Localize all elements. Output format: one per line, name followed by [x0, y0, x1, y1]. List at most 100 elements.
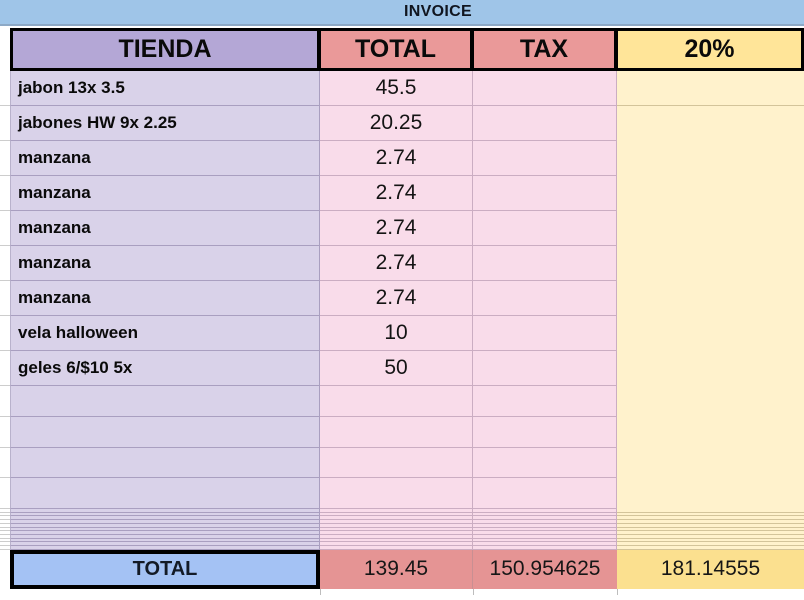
collapsed-row[interactable] — [0, 527, 804, 532]
row-margin — [0, 542, 10, 547]
tax-cell[interactable] — [473, 141, 617, 176]
tax-cell — [473, 542, 617, 547]
tax-cell[interactable] — [473, 478, 617, 509]
footer-tax-value-cell[interactable]: 150.954625 — [473, 549, 617, 589]
total-value: 2.74 — [375, 146, 417, 169]
store-item-label: manzana — [18, 218, 91, 237]
pct-cell — [617, 516, 804, 521]
header-cell-tienda[interactable]: TIENDA — [10, 28, 320, 71]
footer-total-label-cell[interactable]: TOTAL — [10, 549, 320, 589]
sheet-title: INVOICE — [404, 3, 472, 20]
pct-cell[interactable] — [617, 281, 804, 316]
total-cell[interactable] — [320, 478, 473, 509]
footer-20pct-value-cell[interactable]: 181.14555 — [617, 549, 804, 589]
tax-cell[interactable] — [473, 176, 617, 211]
store-cell[interactable]: jabon 13x 3.5 — [10, 71, 320, 106]
pct-cell[interactable] — [617, 141, 804, 176]
tax-cell[interactable] — [473, 246, 617, 281]
tax-cell[interactable] — [473, 281, 617, 316]
pct-cell[interactable] — [617, 316, 804, 351]
row-margin — [0, 386, 10, 417]
pct-cell — [617, 523, 804, 528]
pct-cell[interactable] — [617, 71, 804, 106]
collapsed-row[interactable] — [0, 542, 804, 547]
row-margin — [0, 478, 10, 509]
pct-cell[interactable] — [617, 478, 804, 509]
total-cell[interactable] — [320, 416, 473, 448]
store-cell[interactable]: jabones HW 9x 2.25 — [10, 106, 320, 141]
sheet-title-bar[interactable]: INVOICE — [0, 0, 804, 26]
store-cell — [10, 542, 320, 547]
store-cell[interactable]: manzana — [10, 281, 320, 316]
total-cell[interactable]: 45.5 — [320, 71, 473, 106]
pct-cell[interactable] — [617, 386, 804, 417]
pct-cell[interactable] — [617, 246, 804, 281]
store-cell[interactable] — [10, 478, 320, 509]
row-margin — [0, 535, 10, 539]
table-row: jabon 13x 3.5 45.5 — [0, 71, 804, 106]
collapsed-row[interactable] — [0, 546, 804, 550]
collapsed-row[interactable] — [0, 538, 804, 543]
row-margin — [0, 351, 10, 386]
store-cell[interactable] — [10, 416, 320, 448]
store-cell[interactable] — [10, 447, 320, 479]
pct-cell[interactable] — [617, 106, 804, 141]
total-cell[interactable] — [320, 386, 473, 417]
total-cell[interactable]: 2.74 — [320, 281, 473, 316]
store-cell[interactable]: manzana — [10, 211, 320, 246]
store-cell[interactable]: manzana — [10, 176, 320, 211]
pct-cell[interactable] — [617, 351, 804, 386]
pct-cell[interactable] — [617, 416, 804, 448]
store-cell[interactable]: vela halloween — [10, 316, 320, 351]
row-margin — [0, 106, 10, 141]
store-cell[interactable] — [10, 386, 320, 417]
total-cell — [320, 523, 473, 528]
store-cell — [10, 531, 320, 536]
tax-cell — [473, 520, 617, 524]
total-cell[interactable]: 2.74 — [320, 246, 473, 281]
header-label: TAX — [519, 35, 569, 63]
pct-cell — [617, 538, 804, 543]
tax-cell — [473, 523, 617, 528]
total-cell[interactable]: 50 — [320, 351, 473, 386]
row-margin — [0, 71, 10, 106]
table-row: manzana 2.74 — [0, 246, 804, 281]
tax-cell[interactable] — [473, 386, 617, 417]
collapsed-row[interactable] — [0, 512, 804, 517]
collapsed-row[interactable] — [0, 516, 804, 521]
collapsed-row[interactable] — [0, 531, 804, 536]
collapsed-row[interactable] — [0, 509, 804, 513]
pct-cell[interactable] — [617, 211, 804, 246]
header-cell-20pct[interactable]: 20% — [615, 28, 804, 71]
pct-cell — [617, 546, 804, 550]
collapsed-row[interactable] — [0, 535, 804, 539]
table-body: jabon 13x 3.5 45.5 jabones HW 9x 2.25 20… — [0, 71, 804, 550]
store-cell[interactable]: geles 6/$10 5x — [10, 351, 320, 386]
total-cell — [320, 512, 473, 517]
pct-cell[interactable] — [617, 176, 804, 211]
total-cell[interactable]: 2.74 — [320, 141, 473, 176]
header-cell-total[interactable]: TOTAL — [318, 28, 473, 71]
tax-cell[interactable] — [473, 447, 617, 479]
total-cell — [320, 531, 473, 536]
total-cell[interactable]: 2.74 — [320, 211, 473, 246]
tax-cell[interactable] — [473, 71, 617, 106]
tax-cell[interactable] — [473, 211, 617, 246]
collapsed-row[interactable] — [0, 520, 804, 524]
total-cell[interactable] — [320, 447, 473, 479]
tax-cell[interactable] — [473, 106, 617, 141]
total-cell[interactable]: 20.25 — [320, 106, 473, 141]
total-cell[interactable]: 2.74 — [320, 176, 473, 211]
store-cell[interactable]: manzana — [10, 246, 320, 281]
collapsed-row[interactable] — [0, 523, 804, 528]
pct-cell[interactable] — [617, 447, 804, 479]
store-cell[interactable]: manzana — [10, 141, 320, 176]
tax-cell[interactable] — [473, 416, 617, 448]
tax-cell[interactable] — [473, 316, 617, 351]
row-margin — [0, 523, 10, 528]
tax-cell[interactable] — [473, 351, 617, 386]
header-cell-tax[interactable]: TAX — [471, 28, 617, 71]
total-cell — [320, 527, 473, 532]
total-cell[interactable]: 10 — [320, 316, 473, 351]
footer-total-value-cell[interactable]: 139.45 — [320, 549, 473, 589]
